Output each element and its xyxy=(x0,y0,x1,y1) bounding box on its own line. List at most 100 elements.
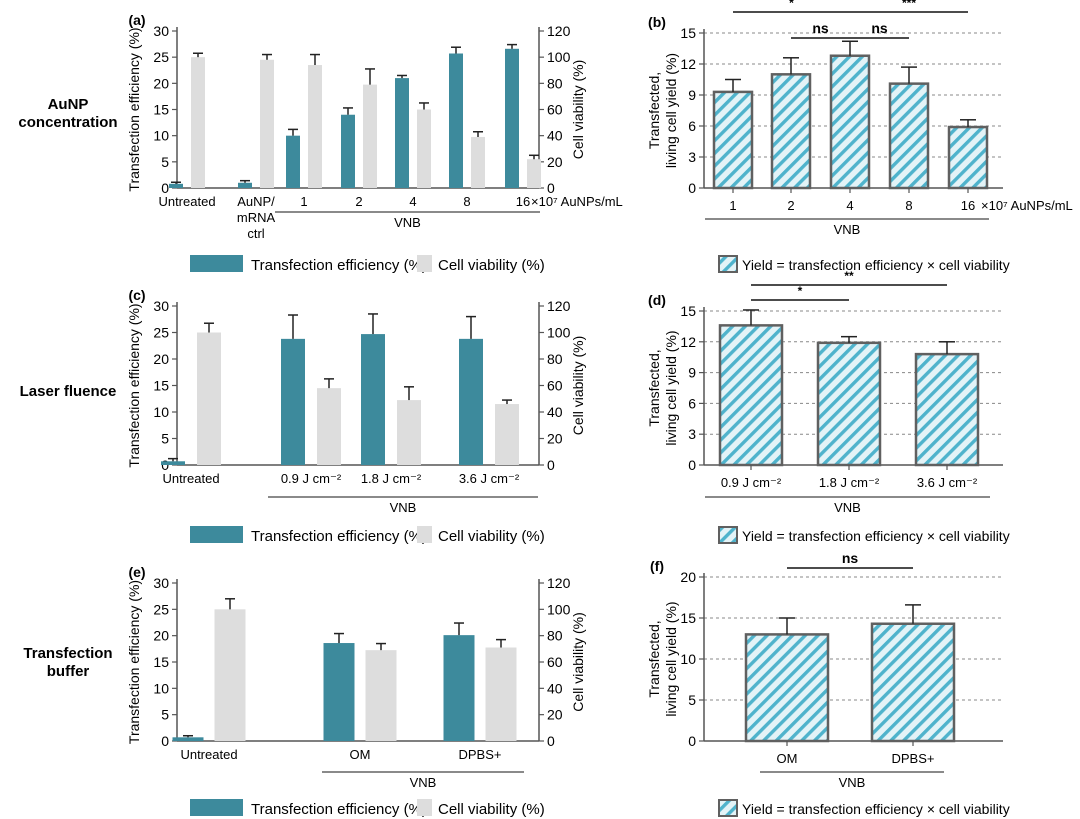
viability-bar xyxy=(527,159,541,188)
legend-label-viability: Cell viability (%) xyxy=(438,528,545,545)
significance-label: ns xyxy=(871,20,888,36)
x-category-label: ctrl xyxy=(247,226,264,241)
transfection-bar xyxy=(459,338,483,465)
panel-d-chart: (d) Transfected,living cell yield (%) 0 3 6 9… xyxy=(646,269,1003,515)
legend-label-yield: Yield = transfection efficiency × cell v… xyxy=(742,801,1010,817)
yield-bar xyxy=(947,125,989,190)
y-axis-label: Transfection efficiency (%) xyxy=(126,580,142,744)
y2-tick-label: 80 xyxy=(547,351,563,367)
significance-label: * xyxy=(798,284,803,298)
y-axis-label-line1: Transfected, xyxy=(646,349,662,426)
legend-label-transfection: Transfection efficiency (%) xyxy=(251,528,427,545)
x-category-label: 0.9 J cm⁻² xyxy=(721,475,782,490)
yield-bar xyxy=(718,324,784,467)
panel-c-chart: (c)Transfection efficiency (%) Cell viabi… xyxy=(126,287,586,515)
y-tick-label: 25 xyxy=(153,601,169,617)
significance-label: ** xyxy=(844,269,854,283)
viability-bar xyxy=(397,400,421,465)
panel-f-chart: (f) Transfected,living cell yield (%) 0 5 10… xyxy=(646,550,1003,790)
panel-e-chart: (e)Transfection efficiency (%) Cell viabi… xyxy=(126,564,586,790)
y-axis-label: Transfection efficiency (%) xyxy=(126,303,142,467)
x-category-label: 16 xyxy=(516,194,530,209)
y-tick-label: 20 xyxy=(153,75,169,91)
y-tick-label: 3 xyxy=(688,149,696,165)
y-tick-label: 25 xyxy=(153,49,169,65)
group-label: VNB xyxy=(394,215,421,230)
x-category-label: 3.6 J cm⁻² xyxy=(917,475,978,490)
y-tick-label: 15 xyxy=(680,610,696,626)
x-category-label: DPBS+ xyxy=(892,751,935,766)
group-label: VNB xyxy=(390,500,417,515)
x-unit-label: ×10⁷ AuNPs/mL xyxy=(981,198,1073,213)
yield-bar xyxy=(712,90,754,190)
viability-bar xyxy=(365,650,397,741)
y2-tick-label: 20 xyxy=(547,154,563,170)
legend-label-yield: Yield = transfection efficiency × cell v… xyxy=(742,257,1010,273)
y2-tick-label: 40 xyxy=(547,404,563,420)
yield-bar xyxy=(770,73,812,190)
y2-tick-label: 120 xyxy=(547,575,571,591)
legend-yield-3: Yield = transfection efficiency × cell v… xyxy=(718,799,1010,817)
y2-tick-label: 80 xyxy=(547,75,563,91)
legend-swatch-grey xyxy=(417,526,432,543)
transfection-bar xyxy=(449,53,463,189)
transfection-bar xyxy=(281,338,305,465)
significance-label: ns xyxy=(842,550,859,566)
y2-tick-label: 40 xyxy=(547,128,563,144)
panel-label: (e) xyxy=(128,564,145,580)
legend-swatch-yield xyxy=(718,526,738,544)
group-label: VNB xyxy=(410,775,437,790)
x-category-label: 1 xyxy=(300,194,307,209)
panel-label: (f) xyxy=(650,558,664,574)
y-tick-label: 30 xyxy=(153,23,169,39)
x-category-label: 4 xyxy=(409,194,416,209)
legend-yield-1: Yield = transfection efficiency × cell v… xyxy=(718,255,1010,273)
legend-dual-3: Transfection efficiency (%) Cell viabilit… xyxy=(190,799,545,818)
y2-axis-label: Cell viability (%) xyxy=(570,60,586,160)
legend-swatch-teal xyxy=(190,799,243,816)
yield-bar xyxy=(914,352,980,467)
x-category-label: DPBS+ xyxy=(459,747,502,762)
panel-label: (b) xyxy=(648,14,666,30)
x-category-label: mRNA xyxy=(237,210,276,225)
significance-label: *** xyxy=(902,0,916,10)
group-label: VNB xyxy=(834,222,861,237)
x-category-label: 2 xyxy=(355,194,362,209)
svg-text:Transfection: Transfection xyxy=(23,645,112,662)
legend-swatch-teal xyxy=(190,255,243,272)
transfection-bar xyxy=(286,135,300,188)
y-tick-label: 0 xyxy=(688,457,696,473)
x-category-label: 3.6 J cm⁻² xyxy=(459,471,520,486)
x-category-label: 1.8 J cm⁻² xyxy=(361,471,422,486)
viability-bar xyxy=(191,57,205,188)
y-tick-label: 15 xyxy=(153,654,169,670)
viability-bar xyxy=(197,332,221,465)
transfection-bar xyxy=(238,182,252,188)
legend-swatch-grey xyxy=(417,255,432,272)
y-tick-label: 0 xyxy=(688,733,696,749)
y-axis-label: Transfected,living cell yield (%) xyxy=(646,601,679,716)
legend-label-viability: Cell viability (%) xyxy=(438,257,545,274)
svg-text:Laser fluence: Laser fluence xyxy=(20,383,117,400)
y-tick-label: 10 xyxy=(153,680,169,696)
group-label: VNB xyxy=(834,500,861,515)
transfection-bar xyxy=(505,48,519,188)
x-category-label: 2 xyxy=(787,198,794,213)
y2-tick-label: 80 xyxy=(547,628,563,644)
y-tick-label: 5 xyxy=(161,707,169,723)
y-tick-label: 15 xyxy=(153,102,169,118)
y-tick-label: 20 xyxy=(153,628,169,644)
viability-bar xyxy=(471,136,485,188)
legend-label-transfection: Transfection efficiency (%) xyxy=(251,257,427,274)
y-tick-label: 3 xyxy=(688,426,696,442)
y-tick-label: 0 xyxy=(161,180,169,196)
legend-swatch-grey xyxy=(417,799,432,816)
y2-axis-label: Cell viability (%) xyxy=(570,612,586,712)
x-category-label: OM xyxy=(350,747,371,762)
y-tick-label: 30 xyxy=(153,575,169,591)
y-tick-label: 0 xyxy=(688,180,696,196)
panel-a-chart: (a)Transfection efficiency (%) Cell viabi… xyxy=(126,12,623,241)
yield-bar xyxy=(829,54,871,190)
y2-tick-label: 0 xyxy=(547,180,555,196)
